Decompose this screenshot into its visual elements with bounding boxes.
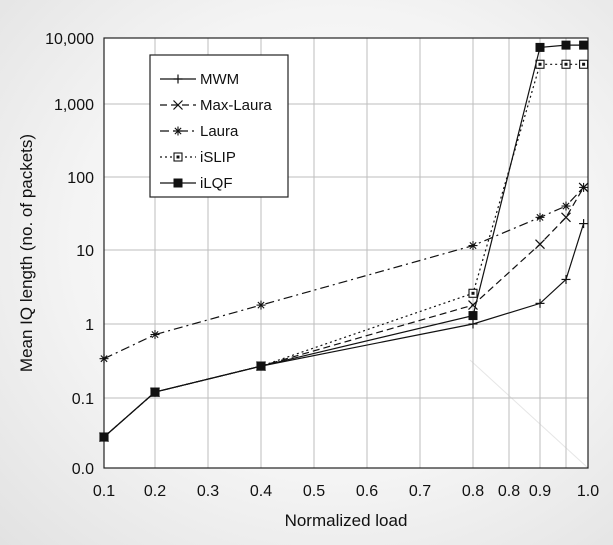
marker-dot (538, 62, 542, 66)
legend-label: Max-Laura (200, 97, 272, 114)
legend-marker (173, 126, 183, 136)
x-tick-label: 0.3 (197, 483, 219, 500)
data-point-laura (468, 241, 478, 251)
marker-dot (176, 155, 180, 159)
legend-item-mwm: MWM (160, 71, 239, 88)
data-point-laura (579, 182, 589, 192)
y-tick-label: 10 (76, 243, 94, 260)
data-point-ilqf (99, 432, 109, 442)
marker-shape (535, 42, 545, 52)
data-point-islip (579, 59, 589, 69)
marker-shape (256, 361, 266, 371)
data-point-ilqf (468, 311, 478, 321)
marker-stroke (561, 212, 571, 223)
legend-marker (173, 178, 183, 188)
data-point-islip (561, 59, 571, 69)
marker-shape (150, 387, 160, 397)
x-tick-label: 0.6 (356, 483, 378, 500)
data-point-ilqf (535, 42, 545, 52)
y-axis-title: Mean IQ length (no. of packets) (17, 134, 36, 372)
x-tick-label: 0.1 (93, 483, 115, 500)
legend-marker (173, 152, 183, 162)
legend-marker (173, 74, 183, 84)
data-point-mwm (468, 319, 478, 329)
legend-item-max-laura: Max-Laura (160, 97, 272, 114)
x-tick-label: 0.7 (409, 483, 431, 500)
legend-label: iSLIP (200, 149, 236, 166)
series-laura (99, 182, 589, 364)
data-point-ilqf (150, 387, 160, 397)
y-tick-label: 0.1 (72, 391, 94, 408)
plot-frame (103, 37, 589, 469)
data-point-mwm (535, 298, 545, 308)
data-point-max-laura (561, 212, 571, 223)
data-point-ilqf (579, 40, 589, 50)
y-tick-label: 10,000 (45, 31, 94, 48)
legend-label: Laura (200, 123, 239, 140)
marker-shape (173, 178, 183, 188)
data-point-mwm (579, 219, 589, 229)
x-tick-label: 1.0 (577, 483, 599, 500)
data-point-islip (468, 288, 478, 298)
data-point-ilqf (561, 40, 571, 50)
x-axis-title: Normalized load (285, 511, 408, 530)
y-tick-label: 1,000 (54, 97, 94, 114)
data-point-laura (99, 354, 109, 364)
marker-shape (99, 432, 109, 442)
data-point-laura (150, 330, 160, 340)
marker-dot (564, 62, 568, 66)
data-point-max-laura (535, 239, 545, 250)
data-point-ilqf (256, 361, 266, 371)
x-tick-label: 0.9 (529, 483, 551, 500)
series-ilqf (99, 40, 589, 442)
x-tick-label: 0.5 (303, 483, 325, 500)
marker-shape (468, 311, 478, 321)
marker-stroke (173, 100, 183, 110)
data-point-islip (535, 59, 545, 69)
marker-stroke (535, 239, 545, 250)
x-tick-label: 0.4 (250, 483, 272, 500)
x-tick-label: 0.2 (144, 483, 166, 500)
x-tick-label: 0.8 (462, 483, 484, 500)
marker-shape (561, 40, 571, 50)
legend: MWM Max-Laura Laura iSLIP iLQF (149, 54, 289, 198)
legend-item-ilqf: iLQF (160, 175, 233, 192)
marker-dot (471, 291, 475, 295)
legend-label: MWM (200, 71, 239, 88)
data-point-laura (535, 212, 545, 222)
data-point-mwm (561, 274, 571, 284)
legend-label: iLQF (200, 175, 233, 192)
y-tick-label: 1 (85, 317, 94, 334)
x-tick-label: 0.8 (498, 483, 520, 500)
marker-dot (582, 62, 586, 66)
legend-marker (173, 100, 183, 110)
legend-item-laura: Laura (160, 123, 239, 140)
marker-shape (579, 40, 589, 50)
data-point-laura (561, 201, 571, 211)
data-point-laura (256, 300, 266, 310)
legend-item-islip: iSLIP (160, 149, 236, 166)
background-diagonal (469, 359, 589, 469)
y-tick-label: 0.0 (72, 461, 94, 478)
y-tick-label: 100 (67, 170, 94, 187)
